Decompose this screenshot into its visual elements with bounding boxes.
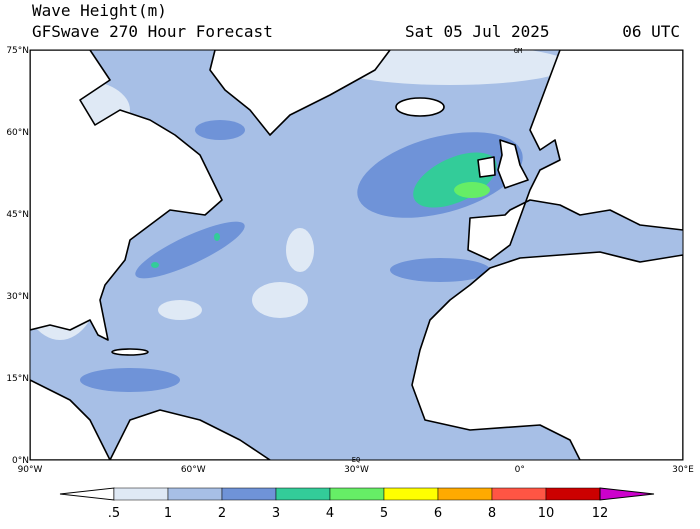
lon-label: 0° bbox=[515, 465, 525, 475]
lon-label: 90°W bbox=[18, 465, 43, 475]
colorbar-label: 1 bbox=[164, 506, 172, 521]
lon-label: 60°W bbox=[181, 465, 206, 475]
wave-patch bbox=[80, 368, 180, 392]
wave-patch bbox=[454, 182, 490, 198]
wave-patch bbox=[214, 233, 220, 241]
greenland bbox=[209, 50, 391, 136]
colorbar-segment bbox=[545, 487, 601, 501]
lat-label: 0°N bbox=[12, 456, 29, 466]
colorbar-segment bbox=[113, 487, 169, 501]
wave-patch bbox=[390, 258, 490, 282]
south-america bbox=[109, 409, 271, 460]
lat-label: 60°N bbox=[6, 128, 29, 138]
colorbar-label: 4 bbox=[326, 506, 334, 521]
colorbar-arrow bbox=[599, 487, 655, 501]
colorbar-label: 8 bbox=[488, 506, 496, 521]
wave-patch bbox=[286, 228, 314, 272]
colorbar-segment bbox=[275, 487, 331, 501]
lat-label: 15°N bbox=[6, 374, 29, 384]
lat-label: 75°N bbox=[6, 46, 29, 56]
africa bbox=[411, 251, 683, 460]
colorbar-label: 6 bbox=[434, 506, 442, 521]
lon-label: 30°W bbox=[344, 465, 369, 475]
wave-patch bbox=[158, 300, 202, 320]
lon-label: 30°E bbox=[672, 465, 694, 475]
colorbar-segment bbox=[167, 487, 223, 501]
colorbar-label: 12 bbox=[592, 506, 609, 521]
lat-label: 30°N bbox=[6, 292, 29, 302]
map-area bbox=[29, 49, 684, 461]
central-america bbox=[30, 379, 111, 460]
colorbar-segment bbox=[221, 487, 277, 501]
wave-patch bbox=[330, 50, 570, 85]
title: Wave Height(m) bbox=[32, 1, 167, 20]
date: Sat 05 Jul 2025 bbox=[405, 22, 550, 41]
wave-patch bbox=[151, 262, 159, 268]
wave-patch bbox=[252, 282, 308, 318]
time: 06 UTC bbox=[622, 22, 680, 41]
colorbar-segment bbox=[491, 487, 547, 501]
cuba bbox=[111, 348, 149, 356]
gm-label: GM bbox=[514, 47, 522, 55]
colorbar-segment bbox=[329, 487, 385, 501]
colorbar-label: 10 bbox=[538, 506, 555, 521]
europe bbox=[467, 50, 683, 261]
colorbar-label: 2 bbox=[218, 506, 226, 521]
lat-label: 45°N bbox=[6, 210, 29, 220]
colorbar-arrow bbox=[59, 487, 115, 501]
wave-patch bbox=[195, 120, 245, 140]
colorbar-segment bbox=[383, 487, 439, 501]
eq-label: EQ bbox=[352, 456, 360, 464]
subtitle: GFSwave 270 Hour Forecast bbox=[32, 22, 273, 41]
ireland bbox=[477, 156, 496, 178]
colorbar-label: 3 bbox=[272, 506, 280, 521]
great-britain bbox=[497, 139, 529, 189]
colorbar-label: 5 bbox=[380, 506, 388, 521]
map-frame bbox=[29, 49, 684, 461]
colorbar-segment bbox=[437, 487, 493, 501]
wave-patch bbox=[413, 152, 497, 208]
north-america bbox=[30, 50, 223, 341]
colorbar-label: .5 bbox=[108, 506, 120, 521]
iceland bbox=[395, 97, 445, 117]
